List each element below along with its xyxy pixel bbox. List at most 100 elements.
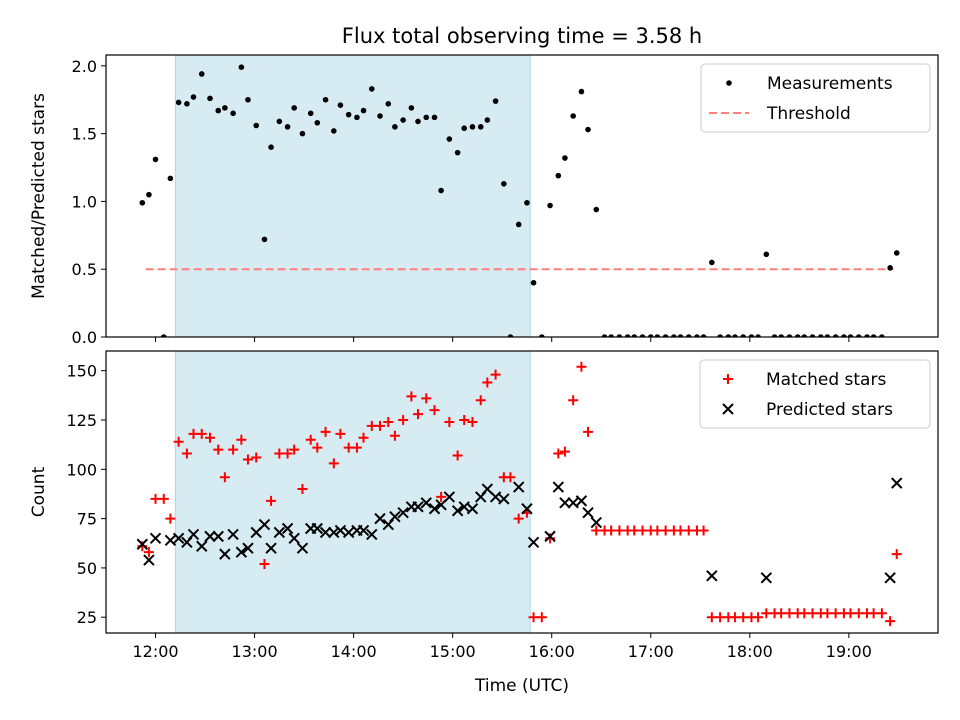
data-point [289, 444, 300, 455]
data-point [235, 546, 248, 558]
data-point [392, 124, 398, 130]
data-point [354, 114, 360, 121]
data-point [227, 528, 239, 541]
data-point [513, 513, 524, 524]
data-point [760, 572, 773, 584]
data-point [575, 495, 588, 507]
data-point [398, 415, 409, 426]
y-tick-label: 100 [66, 460, 97, 479]
data-point [423, 114, 430, 121]
data-point [242, 542, 254, 554]
data-point [662, 334, 669, 337]
data-point [342, 526, 355, 539]
data-point [601, 334, 608, 337]
data-point [242, 454, 253, 465]
data-point [165, 513, 176, 524]
data-point [490, 369, 501, 380]
plot-area [136, 361, 903, 627]
observing-window-shade [174, 54, 531, 338]
data-point [654, 334, 661, 337]
series-measurements [139, 64, 900, 337]
data-point [553, 448, 564, 459]
data-point [415, 118, 421, 125]
data-point [146, 191, 152, 198]
data-point [809, 334, 816, 337]
data-point [266, 495, 277, 506]
y-axis-label: Count [29, 466, 49, 517]
data-point [167, 175, 174, 182]
data-point [389, 430, 400, 441]
data-point [524, 199, 530, 206]
y-tick-label: 150 [66, 362, 97, 381]
data-point [698, 525, 709, 536]
data-point [284, 124, 291, 130]
y-tick-label: 0.5 [72, 260, 97, 279]
x-tick-label: 15:00 [430, 642, 476, 661]
data-point [320, 426, 331, 437]
data-point [585, 126, 591, 133]
data-point [230, 110, 236, 117]
data-point [552, 481, 565, 493]
data-point [578, 88, 585, 95]
data-point [893, 250, 900, 256]
data-point [245, 96, 251, 103]
data-point [198, 71, 205, 77]
data-point [547, 202, 553, 209]
x-tick-label: 18:00 [727, 642, 773, 661]
data-point [507, 334, 514, 337]
data-point [357, 524, 370, 537]
data-point [328, 458, 339, 469]
legend-box [699, 359, 931, 429]
data-point [521, 503, 533, 515]
data-point [443, 491, 456, 503]
data-point [568, 395, 579, 406]
data-point [152, 156, 159, 163]
data-point [570, 113, 576, 119]
data-point [801, 334, 808, 337]
data-point [268, 144, 274, 150]
data-point [608, 334, 614, 337]
y-tick-label: 25 [77, 608, 97, 627]
data-point [817, 334, 824, 337]
data-point [593, 206, 600, 213]
data-point [207, 95, 213, 102]
data-point [205, 432, 215, 443]
data-point [219, 472, 230, 483]
data-point [512, 481, 525, 493]
plot-area [139, 64, 900, 337]
data-point [555, 172, 562, 179]
data-point [273, 526, 286, 539]
data-point [173, 436, 184, 447]
data-point [164, 534, 177, 547]
data-point [590, 516, 602, 529]
data-point [196, 428, 207, 439]
data-point [452, 450, 463, 461]
data-point [412, 501, 424, 513]
data-point [345, 111, 352, 118]
data-point [408, 105, 415, 111]
data-point [429, 405, 440, 416]
data-point [305, 434, 316, 445]
data-point [377, 113, 383, 119]
legend-swatch [726, 80, 732, 86]
data-point [351, 442, 362, 453]
data-point [297, 484, 308, 495]
data-point [444, 416, 455, 427]
data-point [389, 510, 401, 523]
data-point [694, 334, 700, 337]
data-point [181, 448, 192, 459]
legend-box [700, 63, 931, 133]
data-point [276, 118, 283, 125]
data-point [136, 538, 149, 550]
data-point [461, 125, 468, 132]
data-point [536, 612, 547, 623]
data-point [374, 512, 386, 525]
data-point [322, 96, 329, 103]
x-tick-label: 19:00 [826, 642, 872, 661]
data-point [884, 572, 896, 584]
y-tick-label: 75 [77, 510, 97, 529]
data-point [647, 334, 654, 337]
data-point [501, 180, 507, 187]
data-point [400, 117, 406, 123]
data-point [515, 221, 522, 228]
